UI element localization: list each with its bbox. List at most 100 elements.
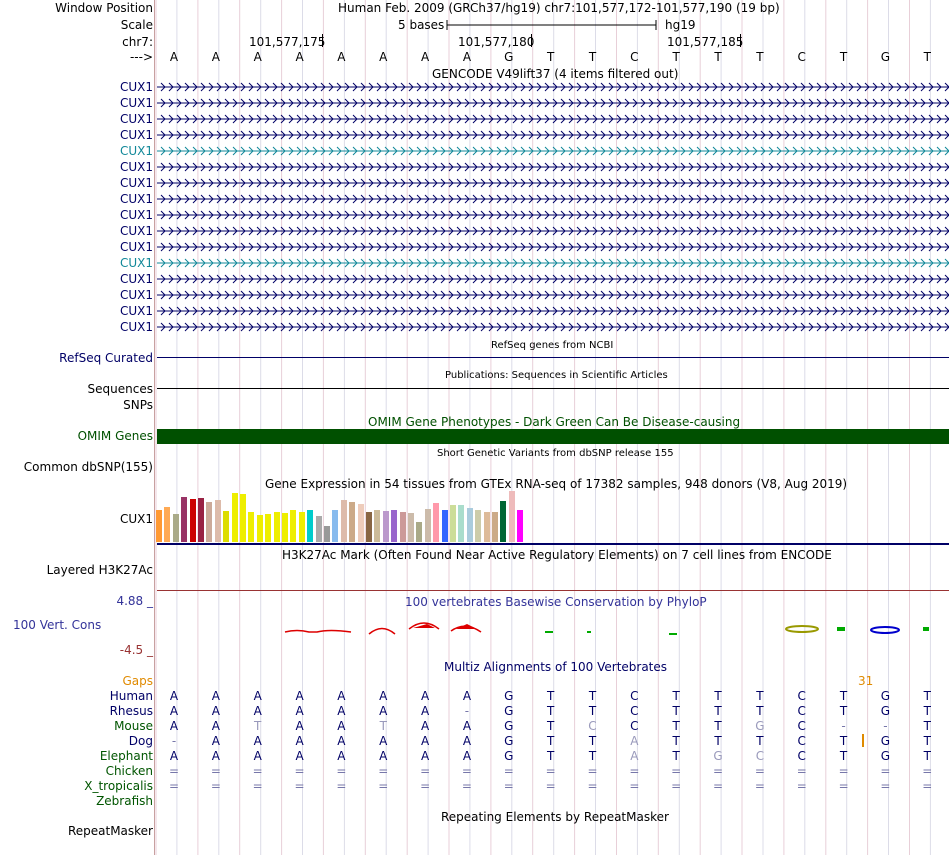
gencode-gene-label[interactable]: CUX1 [119, 160, 153, 174]
gencode-gene-label[interactable]: CUX1 [119, 128, 153, 142]
cons-wiggle[interactable] [157, 615, 949, 645]
gtex-tissue-bar[interactable] [500, 501, 507, 542]
gtex-tissue-bar[interactable] [273, 512, 280, 542]
gencode-gene-label[interactable]: CUX1 [119, 112, 153, 126]
gtex-tissue-bar[interactable] [399, 512, 406, 542]
gtex-tissue-bar[interactable] [156, 510, 162, 542]
gencode-gene-label[interactable]: CUX1 [119, 304, 153, 318]
gtex-tissue-bar[interactable] [324, 526, 330, 542]
gencode-title[interactable]: GENCODE V49lift37 (4 items filtered out) [432, 67, 679, 81]
gtex-tissue-bar[interactable] [256, 515, 263, 542]
species-label[interactable]: Zebrafish [96, 794, 153, 808]
gencode-transcript[interactable] [157, 112, 949, 126]
gencode-transcript[interactable] [157, 224, 949, 238]
gtex-tissue-bar[interactable] [290, 510, 297, 542]
gtex-title[interactable]: Gene Expression in 54 tissues from GTEx … [265, 477, 848, 491]
refseq-line[interactable] [157, 357, 949, 358]
omim-title[interactable]: OMIM Gene Phenotypes - Dark Green Can Be… [368, 415, 741, 429]
gencode-transcript[interactable] [157, 80, 949, 94]
gencode-transcript[interactable] [157, 320, 949, 334]
multiz-title[interactable]: Multiz Alignments of 100 Vertebrates [444, 660, 668, 674]
gtex-tissue-bar[interactable] [164, 507, 171, 542]
h3k27ac-label[interactable]: Layered H3K27Ac [46, 563, 153, 577]
gencode-gene-label[interactable]: CUX1 [119, 240, 153, 254]
gtex-tissue-bar[interactable] [492, 512, 498, 542]
gencode-gene-label[interactable]: CUX1 [119, 208, 153, 222]
gtex-tissue-bar[interactable] [340, 500, 347, 542]
gtex-tissue-bar[interactable] [181, 497, 188, 542]
gencode-transcript[interactable] [157, 128, 949, 142]
gencode-gene-label[interactable]: CUX1 [119, 288, 153, 302]
gtex-tissue-bar[interactable] [391, 510, 398, 542]
refseq-label[interactable]: RefSeq Curated [59, 351, 153, 365]
species-label[interactable]: Dog [128, 734, 153, 748]
gtex-tissue-bar[interactable] [483, 512, 490, 542]
gencode-transcript[interactable] [157, 240, 949, 254]
gencode-transcript[interactable] [157, 272, 949, 286]
omim-bar[interactable] [157, 429, 949, 444]
gencode-transcript[interactable] [157, 208, 949, 222]
gtex-tissue-bar[interactable] [223, 511, 230, 542]
gencode-transcript[interactable] [157, 192, 949, 206]
gencode-gene-label[interactable]: CUX1 [119, 224, 153, 238]
gtex-tissue-bar[interactable] [282, 513, 288, 542]
gencode-transcript[interactable] [157, 96, 949, 110]
gtex-tissue-bar[interactable] [450, 505, 456, 542]
gtex-label[interactable]: CUX1 [119, 512, 153, 526]
repeatmasker-label[interactable]: RepeatMasker [67, 824, 153, 838]
gtex-tissue-bar[interactable] [265, 514, 272, 542]
gtex-tissue-bar[interactable] [231, 493, 238, 542]
dbsnp-title[interactable]: Short Genetic Variants from dbSNP releas… [437, 448, 674, 459]
gencode-gene-label[interactable]: CUX1 [119, 192, 153, 206]
gtex-tissue-bar[interactable] [298, 512, 305, 542]
cons-title[interactable]: 100 vertebrates Basewise Conservation by… [405, 595, 707, 609]
gtex-tissue-bar[interactable] [332, 510, 339, 542]
gencode-gene-label[interactable]: CUX1 [119, 80, 153, 94]
gtex-tissue-bar[interactable] [240, 494, 246, 542]
gtex-tissue-bar[interactable] [408, 513, 414, 542]
gtex-tissue-bar[interactable] [424, 509, 431, 542]
gtex-tissue-bar[interactable] [517, 510, 524, 542]
gencode-gene-label[interactable]: CUX1 [119, 176, 153, 190]
gtex-tissue-bar[interactable] [206, 502, 213, 542]
gtex-tissue-bar[interactable] [466, 508, 473, 542]
species-label[interactable]: Elephant [99, 749, 153, 763]
gencode-transcript[interactable] [157, 144, 949, 158]
gtex-tissue-bar[interactable] [508, 491, 515, 542]
gtex-tissue-bar[interactable] [416, 522, 423, 542]
publications-title[interactable]: Publications: Sequences in Scientific Ar… [445, 370, 668, 381]
gencode-gene-label[interactable]: CUX1 [119, 272, 153, 286]
gtex-tissue-bar[interactable] [374, 510, 381, 542]
gencode-transcript[interactable] [157, 288, 949, 302]
publications-line[interactable] [157, 388, 949, 389]
gencode-gene-label[interactable]: CUX1 [119, 144, 153, 158]
gtex-tissue-bar[interactable] [458, 505, 465, 542]
gencode-gene-label[interactable]: CUX1 [119, 320, 153, 334]
gtex-tissue-bar[interactable] [172, 514, 179, 542]
gtex-tissue-bar[interactable] [214, 500, 221, 542]
gencode-transcript[interactable] [157, 160, 949, 174]
gencode-transcript[interactable] [157, 256, 949, 270]
refseq-title[interactable]: RefSeq genes from NCBI [491, 340, 614, 351]
species-label[interactable]: Human [109, 689, 153, 703]
gtex-tissue-bar[interactable] [198, 498, 204, 542]
h3k27ac-title[interactable]: H3K27Ac Mark (Often Found Near Active Re… [282, 548, 832, 562]
gencode-transcript[interactable] [157, 304, 949, 318]
gtex-tissue-bar[interactable] [307, 510, 314, 542]
species-label[interactable]: Rhesus [109, 704, 153, 718]
gtex-tissue-bar[interactable] [433, 503, 440, 542]
gtex-tissue-bar[interactable] [349, 502, 356, 542]
gtex-tissue-bar[interactable] [382, 511, 389, 542]
gtex-tissue-bar[interactable] [357, 504, 364, 542]
species-label[interactable]: Mouse [114, 719, 153, 733]
gtex-bar-chart[interactable] [156, 491, 536, 542]
publications-label[interactable]: Sequences [87, 382, 153, 396]
gencode-gene-label[interactable]: CUX1 [119, 256, 153, 270]
gtex-tissue-bar[interactable] [441, 510, 448, 542]
gtex-tissue-bar[interactable] [475, 510, 482, 542]
species-label[interactable]: X_tropicalis [84, 779, 153, 793]
gtex-tissue-bar[interactable] [366, 512, 372, 542]
gencode-transcript[interactable] [157, 176, 949, 190]
gaps-label[interactable]: Gaps [122, 674, 153, 688]
gtex-tissue-bar[interactable] [315, 516, 322, 542]
